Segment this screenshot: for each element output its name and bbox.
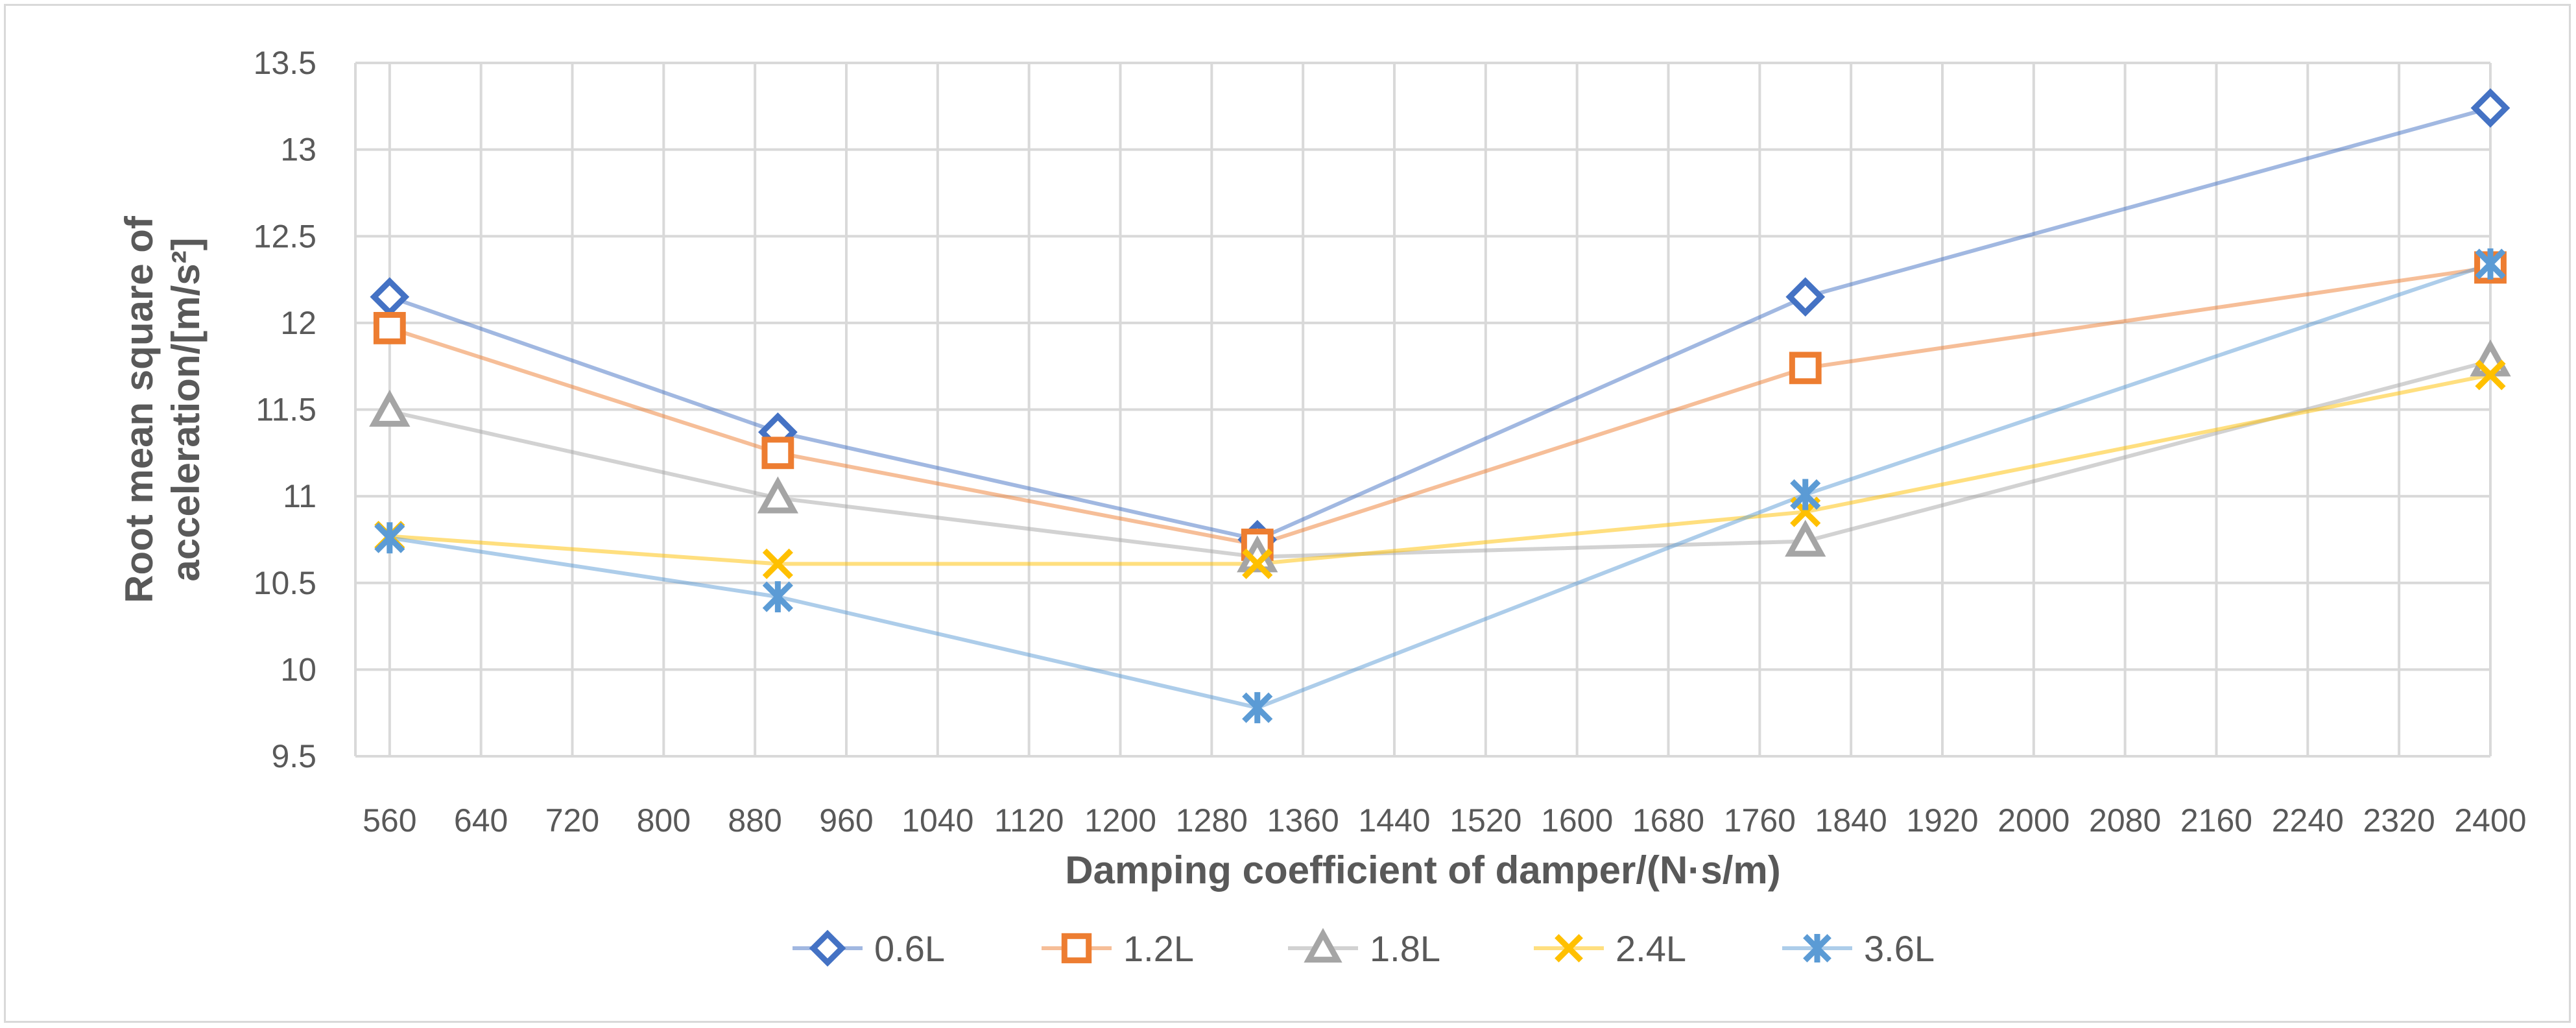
x-tick-label: 560 bbox=[363, 802, 416, 839]
data-point-3.6L bbox=[1790, 479, 1821, 510]
y-axis-title-line-2: acceleration/[m/s²] bbox=[164, 237, 208, 581]
x-tick-label: 2400 bbox=[2454, 802, 2526, 839]
x-tick-label: 1360 bbox=[1267, 802, 1339, 839]
data-point-2.4L bbox=[762, 548, 793, 579]
data-point-1.8L bbox=[757, 476, 799, 514]
x-tick-label: 2080 bbox=[2089, 802, 2161, 839]
y-tick-label: 11.5 bbox=[256, 392, 316, 428]
x-tick-label: 1680 bbox=[1632, 802, 1704, 839]
legend-item-1.8L: 1.8L bbox=[1288, 927, 1440, 969]
y-tick-label: 12.5 bbox=[254, 218, 316, 254]
x-tick-label: 1760 bbox=[1724, 802, 1796, 839]
x-tick-label: 880 bbox=[728, 802, 781, 839]
series-line-2.4L bbox=[389, 373, 2491, 566]
data-point-3.6L bbox=[2475, 248, 2506, 280]
x-tick-label: 2320 bbox=[2363, 802, 2435, 839]
y-tick-label: 11 bbox=[283, 478, 316, 514]
legend-marker bbox=[1555, 934, 1583, 962]
data-point-2.4L bbox=[2475, 359, 2506, 390]
series-layer bbox=[388, 106, 2491, 710]
chart-frame bbox=[4, 4, 2571, 1023]
x-axis-tick-labels: 560 640 720 800 880 960 1040 1120 1200 1280 1360 14… bbox=[363, 802, 2527, 839]
legend-label: 0.6L bbox=[874, 928, 945, 969]
x-tick-label: 640 bbox=[454, 802, 508, 839]
y-axis-title-line-1: Root mean square of bbox=[117, 215, 161, 603]
marker-layer bbox=[369, 88, 2511, 724]
legend-marker bbox=[1061, 933, 1092, 964]
y-tick-label: 10.5 bbox=[254, 565, 316, 601]
x-tick-label: 1040 bbox=[901, 802, 973, 839]
legend-marker bbox=[1803, 934, 1831, 962]
y-axis-tick-labels: 9.5 10 10.5 11 11.5 12 12.5 13 13.5 bbox=[254, 45, 316, 774]
data-point-1.8L bbox=[2470, 339, 2511, 377]
x-tick-label: 1840 bbox=[1815, 802, 1887, 839]
y-tick-label: 13 bbox=[280, 132, 316, 168]
legend-label: 1.2L bbox=[1123, 928, 1194, 969]
y-tick-label: 10 bbox=[280, 651, 316, 687]
legend-marker bbox=[1304, 927, 1342, 963]
y-tick-label: 12 bbox=[280, 305, 316, 341]
legend-item-3.6L: 3.6L bbox=[1782, 928, 1935, 969]
data-point-0.6L bbox=[370, 277, 410, 317]
data-point-1.8L bbox=[1785, 520, 1826, 557]
x-tick-label: 1920 bbox=[1906, 802, 1978, 839]
x-tick-label: 1120 bbox=[994, 802, 1064, 839]
data-point-2.4L bbox=[1242, 548, 1273, 579]
legend-label: 3.6L bbox=[1864, 928, 1935, 969]
data-point-0.6L bbox=[2470, 88, 2510, 128]
legend-label: 2.4L bbox=[1616, 928, 1686, 969]
y-tick-label: 13.5 bbox=[254, 45, 316, 81]
data-point-3.6L bbox=[374, 522, 405, 554]
x-tick-label: 720 bbox=[545, 802, 599, 839]
data-point-1.8L bbox=[369, 389, 411, 427]
x-tick-label: 1520 bbox=[1449, 802, 1521, 839]
legend-item-2.4L: 2.4L bbox=[1534, 928, 1686, 969]
data-point-3.6L bbox=[762, 581, 793, 613]
y-axis-title: Root mean square of acceleration/[m/s²] bbox=[117, 215, 208, 603]
grid bbox=[354, 62, 2492, 758]
data-point-1.2L bbox=[1789, 352, 1822, 385]
legend-label: 1.8L bbox=[1370, 928, 1440, 969]
x-tick-label: 1280 bbox=[1176, 802, 1248, 839]
x-tick-label: 2000 bbox=[1998, 802, 2069, 839]
legend-item-0.6L: 0.6L bbox=[793, 928, 945, 969]
x-tick-label: 2240 bbox=[2272, 802, 2344, 839]
x-tick-label: 2160 bbox=[2180, 802, 2252, 839]
data-point-0.6L bbox=[1785, 277, 1826, 317]
x-tick-label: 1600 bbox=[1541, 802, 1613, 839]
legend-item-1.2L: 1.2L bbox=[1042, 928, 1194, 969]
x-tick-label: 960 bbox=[819, 802, 873, 839]
data-point-3.6L bbox=[1242, 692, 1273, 724]
y-tick-label: 9.5 bbox=[271, 738, 316, 774]
x-axis-title: Damping coefficient of damper/(N·s/m) bbox=[1065, 848, 1780, 892]
x-tick-label: 1200 bbox=[1084, 802, 1156, 839]
x-tick-label: 1440 bbox=[1358, 802, 1430, 839]
data-point-1.2L bbox=[373, 311, 406, 344]
legend-marker bbox=[809, 929, 846, 967]
data-point-1.2L bbox=[761, 436, 794, 470]
legend: 0.6L 1.2L 1.8L 2.4L 3.6L bbox=[793, 927, 1935, 969]
x-tick-label: 800 bbox=[637, 802, 691, 839]
